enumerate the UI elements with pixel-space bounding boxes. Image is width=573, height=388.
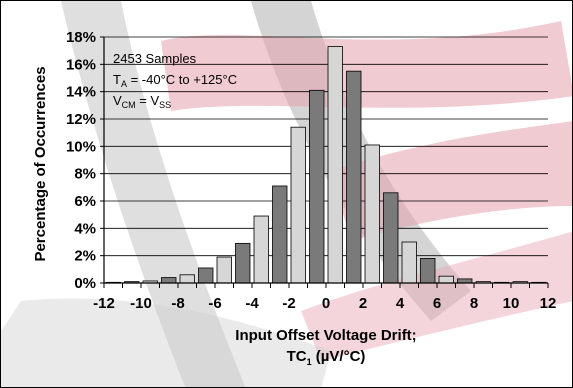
x-tick-label: -12 <box>93 295 115 312</box>
y-tick-labels: 0% 2% 4% 6% 8% 10% 12% 14% 16% 18% <box>66 29 96 292</box>
histogram-bar <box>457 278 473 284</box>
y-tick-label: 16% <box>66 56 96 73</box>
histogram-bar <box>216 256 232 284</box>
annotation-box: 2453 Samples TA = -40°C to +125°C VCM = … <box>113 51 237 110</box>
x-tick-label: 10 <box>503 295 520 312</box>
histogram-bar <box>401 241 417 284</box>
histogram-bar <box>327 46 343 284</box>
watermark-pink-band-3 <box>301 231 572 361</box>
annotation-samples: 2453 Samples <box>113 51 197 66</box>
x-tick-label: 2 <box>359 295 367 312</box>
x-tick-label: 12 <box>540 295 557 312</box>
y-tick-label: 12% <box>66 111 96 128</box>
x-tick-label: 6 <box>433 295 441 312</box>
histogram-bar <box>290 126 306 284</box>
y-tick-label: 8% <box>74 166 96 183</box>
histogram-bar <box>235 242 251 284</box>
histogram-bar <box>420 257 436 284</box>
x-axis-title-line2: TC1 (µV/°C) <box>287 348 366 367</box>
x-tick-label: -8 <box>171 295 184 312</box>
axes <box>100 36 549 288</box>
histogram-bar <box>438 275 454 284</box>
x-tick-label: -10 <box>130 295 152 312</box>
x-axis-title-line1: Input Offset Voltage Drift; <box>235 327 416 344</box>
histogram-bar <box>253 215 269 284</box>
histogram-bar <box>198 267 214 284</box>
x-tick-labels: -12 -10 -8 -6 -4 -2 0 2 4 6 8 10 12 <box>93 295 556 312</box>
grid-lines <box>104 36 548 257</box>
histogram-bar <box>272 185 288 284</box>
histogram-bar <box>161 277 177 284</box>
annotation-vcm: VCM = VSS <box>113 93 171 110</box>
y-tick-label: 14% <box>66 84 96 101</box>
histogram-bar <box>383 192 399 284</box>
y-axis-title: Percentage of Occurrences <box>32 66 49 261</box>
y-tick-label: 2% <box>74 248 96 265</box>
watermark-pink-band-1 <box>161 21 572 111</box>
y-tick-label: 4% <box>74 220 96 237</box>
y-tick-label: 0% <box>74 275 96 292</box>
x-tick-label: 4 <box>396 295 405 312</box>
x-tick-label: 0 <box>322 295 330 312</box>
y-tick-label: 6% <box>74 193 96 210</box>
histogram-bar <box>364 144 380 284</box>
watermark-gray-band-1 <box>61 1 246 387</box>
x-tick-label: -2 <box>282 295 295 312</box>
histogram-bar <box>346 70 362 284</box>
y-tick-label: 10% <box>66 138 96 155</box>
bars <box>105 46 547 284</box>
x-tick-label: 8 <box>470 295 478 312</box>
x-tick-label: -4 <box>245 295 259 312</box>
x-tick-label: -6 <box>208 295 221 312</box>
watermark-gray-band-3 <box>1 298 331 387</box>
annotation-temperature: TA = -40°C to +125°C <box>113 72 237 89</box>
histogram-bar <box>179 274 195 284</box>
histogram-bar <box>309 89 325 284</box>
y-tick-label: 18% <box>66 29 96 46</box>
